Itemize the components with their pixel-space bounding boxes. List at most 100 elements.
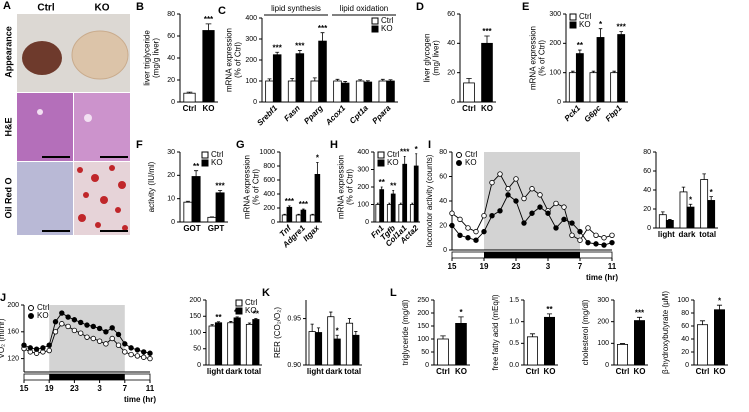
panel-letter: A: [3, 0, 11, 12]
y-axis-label: liver glycogen: [423, 34, 432, 83]
error-bar: [399, 202, 402, 205]
y-tick-label: 60: [439, 173, 447, 180]
x-tick-label: KO: [714, 367, 726, 376]
dark-period-bar: [484, 252, 580, 258]
bar: [207, 216, 217, 223]
bar: [544, 316, 556, 366]
legend-swatch: [235, 307, 243, 315]
y-axis-label: RER (CO₂/O₂): [273, 307, 282, 358]
y-tick-label: 100: [189, 329, 201, 336]
error-bar: [546, 313, 553, 318]
error-bar: [343, 81, 348, 84]
significance: ***: [635, 308, 645, 317]
bar: [245, 323, 254, 366]
bar: [596, 37, 605, 103]
point: [115, 331, 122, 338]
error-bar: [591, 70, 596, 73]
y-tick-label: 60: [681, 323, 689, 330]
point: [71, 327, 78, 334]
bar: [634, 320, 646, 366]
y-tick-label: 0: [557, 99, 561, 106]
dark-period-bar: [49, 374, 125, 380]
y-axis-label: mRNA expression: [529, 26, 538, 90]
y-tick-label: 0: [365, 219, 369, 226]
error-bar: [194, 170, 199, 177]
bar: [697, 324, 709, 366]
legend-swatch: [201, 151, 209, 159]
point: [109, 325, 115, 331]
bar: [295, 214, 302, 223]
point: [122, 341, 128, 347]
error-bar: [466, 78, 472, 83]
y-tick-label: 100: [549, 70, 561, 77]
point: [569, 232, 575, 238]
bar: [378, 80, 388, 103]
error-bar: [186, 91, 193, 94]
significance: **: [379, 178, 386, 187]
significance: ***: [299, 200, 309, 209]
error-bar: [458, 316, 464, 324]
bar: [575, 53, 584, 103]
point: [601, 242, 607, 248]
bar: [295, 53, 305, 103]
error-bar: [571, 70, 575, 73]
x-tick-label: KO: [203, 104, 215, 113]
y-tick-label: 20: [439, 222, 447, 229]
x-tick-label: 15: [20, 384, 29, 393]
bar: [333, 338, 341, 366]
y-tick-label: 80: [167, 11, 175, 18]
point: [84, 322, 90, 328]
y-tick-label: 0.0: [509, 362, 519, 369]
y-tick-label: 200: [7, 302, 19, 309]
x-tick-label: 19: [45, 384, 54, 393]
x-tick-label: 23: [512, 262, 521, 271]
error-bar: [619, 343, 626, 345]
x-tick-label: GOT: [183, 224, 200, 233]
legend-label: KO: [211, 158, 223, 167]
y-tick-label: 20: [167, 77, 175, 84]
y-tick-label: 100: [677, 297, 689, 304]
y-tick-label: 0: [253, 99, 257, 106]
point: [513, 176, 519, 182]
bar: [568, 72, 577, 103]
error-bar: [316, 162, 319, 175]
y-tick-label: 100: [597, 340, 609, 347]
x-tick-label: total: [344, 367, 361, 376]
error-bar: [365, 80, 370, 83]
error-bar: [297, 213, 300, 215]
bar: [309, 214, 316, 223]
bar: [390, 193, 396, 223]
x-tick-label: GPT: [208, 224, 225, 233]
x-tick-label: dark: [679, 230, 696, 239]
point: [52, 329, 59, 335]
error-bar: [310, 323, 314, 332]
y-tick-label: 20: [167, 172, 175, 179]
bar: [363, 81, 373, 103]
legend-label: KO: [465, 158, 477, 167]
bar: [455, 322, 467, 366]
legend-label: Ctrl: [381, 16, 394, 25]
error-bar: [275, 51, 280, 55]
y-tick-label: 300: [549, 11, 561, 18]
x-tick-label: 3: [546, 262, 551, 271]
point: [465, 225, 471, 231]
point: [90, 335, 96, 342]
panel-letter: H: [330, 139, 338, 151]
error-bar: [380, 186, 383, 190]
point: [497, 171, 503, 177]
error-bar: [358, 79, 363, 81]
bar: [700, 179, 709, 229]
legend-label: KO: [245, 306, 257, 315]
point: [505, 186, 511, 192]
bar: [463, 82, 475, 103]
error-bar: [205, 23, 212, 31]
column-label: Ctrl: [37, 3, 54, 14]
error-bar: [668, 219, 672, 221]
x-tick-label: dark: [226, 367, 243, 376]
point: [71, 317, 78, 323]
error-bar: [709, 196, 713, 201]
point: [46, 347, 52, 354]
point: [529, 186, 535, 192]
bar: [679, 191, 688, 229]
y-axis-label: mRNA expression: [243, 155, 252, 219]
